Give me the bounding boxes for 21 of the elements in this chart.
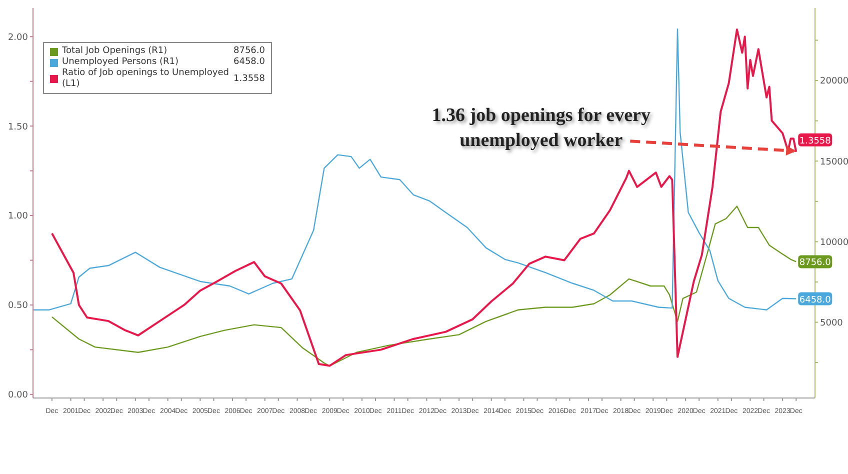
text: 1.3558 [234,74,265,84]
y-tick-label: 0.00 [8,390,28,401]
legend-label: Ratio of Job openings to Unemployed (L1) [62,68,230,90]
data-label: 6458.0 [799,295,832,306]
y2-tick-label: 15000 [820,157,848,168]
legend-label: Unemployed Persons (R1) [62,57,180,68]
line-series [50,28,798,367]
y2-tick-label: 20000 [820,76,848,87]
annotation: 1.36 job openings for every unemployed worker [430,104,652,154]
line-series [33,28,797,310]
y-tick-label: 1.50 [8,122,28,132]
y2-tick-label: 10000 [820,238,848,248]
data-label: 1.3558 [799,136,832,146]
y-tick-label: 0.50 [8,301,28,312]
text: 6458.0 [234,57,265,67]
text: 8756.0 [234,46,265,56]
data-label: 8756.0 [799,258,832,268]
y-tick-label: 1.00 [8,212,28,222]
y-tick-label: 2.00 [8,32,28,43]
legend-label: Total Job Openings (R1) [62,46,168,57]
y2-tick-label: 5000 [820,318,844,328]
